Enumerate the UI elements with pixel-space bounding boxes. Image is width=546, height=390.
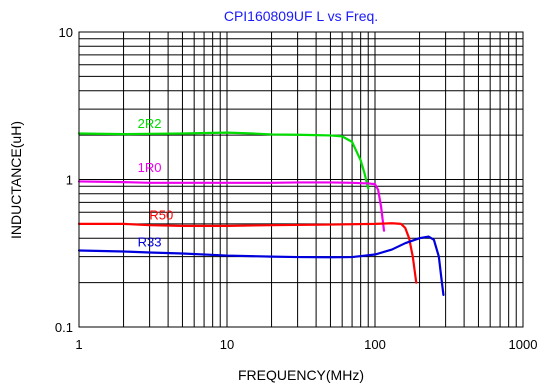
x-tick-label: 1: [75, 337, 82, 352]
series-line-2r2: [77, 131, 370, 190]
x-tick-label: 100: [364, 337, 386, 352]
x-axis-title: FREQUENCY(MHz): [238, 367, 364, 383]
plot-frame: [78, 31, 524, 328]
grid: [79, 32, 523, 327]
y-tick-label: 1: [66, 173, 73, 188]
chart-title: CPI160809UF L vs Freq.: [224, 8, 378, 24]
y-tick-label: 10: [59, 25, 73, 40]
series-line-r50: [77, 222, 418, 284]
series-label-2r2: 2R2: [138, 116, 162, 131]
series-labels: 2R2 1R0 R50 R33: [138, 116, 174, 250]
series-label-r33: R33: [138, 234, 162, 249]
y-axis-title: INDUCTANCE(uH): [8, 121, 24, 239]
x-tick-label: 1000: [509, 337, 538, 352]
series-label-1r0: 1R0: [138, 160, 162, 175]
series-line-1r0: [77, 180, 386, 232]
x-tick-label: 10: [220, 337, 234, 352]
series-label-r50: R50: [149, 207, 173, 222]
y-tick-label: 0.1: [55, 320, 73, 335]
series-line-r33: [77, 235, 445, 297]
series-group: [77, 131, 445, 297]
